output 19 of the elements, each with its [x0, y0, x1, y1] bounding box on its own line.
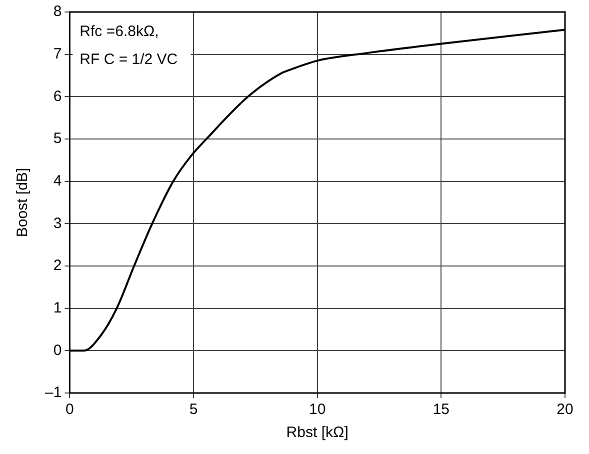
y-axis-title: Boost [dB] — [14, 168, 32, 238]
x-tick-label: 0 — [66, 401, 74, 418]
y-tick-label: 5 — [53, 130, 62, 148]
x-axis-title: Rbst [kΩ] — [286, 424, 348, 442]
y-tick-label: 6 — [53, 88, 62, 105]
y-tick-label: 3 — [53, 214, 62, 232]
annotation: Rfc =6.8kΩ, — [80, 23, 159, 40]
x-tick-label: 10 — [309, 401, 326, 418]
y-tick-label: 7 — [53, 45, 62, 62]
x-tick-label: 20 — [556, 401, 574, 418]
y-tick-label: 1 — [53, 299, 62, 316]
x-tick-label: 15 — [432, 401, 450, 418]
y-tick-label: –1 — [44, 384, 62, 402]
annotation: RF C = 1/2 VC — [80, 51, 178, 68]
y-tick-label: 4 — [53, 172, 62, 190]
y-tick-label: 8 — [53, 3, 62, 20]
y-tick-label: 0 — [53, 342, 62, 359]
x-tick-label: 5 — [189, 401, 198, 418]
y-tick-label: 2 — [53, 257, 62, 274]
